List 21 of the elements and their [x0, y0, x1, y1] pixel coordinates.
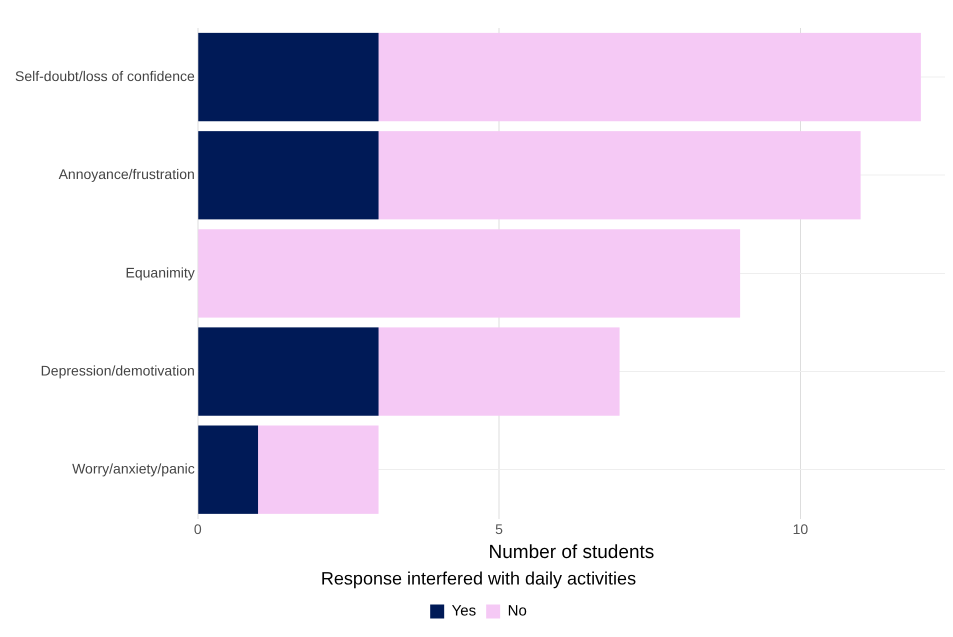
bar [378, 32, 921, 122]
y-tick-label: Self-doubt/loss of confidence [14, 68, 195, 84]
bar [378, 327, 620, 416]
bar [378, 131, 861, 220]
x-tick-label: 5 [495, 521, 504, 538]
bar [198, 426, 258, 514]
legend-title: Response interfered with daily activities [320, 568, 636, 588]
y-tick-label: Depression/demotivation [40, 362, 195, 378]
legend-label: Yes [452, 602, 476, 620]
y-tick-label: Equanimity [126, 264, 195, 280]
legend-label: No [508, 602, 527, 620]
x-tick-label: 0 [194, 521, 202, 538]
bar [198, 131, 379, 220]
y-tick-label: Worry/anxiety/panic [72, 460, 195, 477]
x-axis-title: Number of students [488, 542, 654, 564]
bar [198, 32, 379, 122]
bar [258, 426, 379, 514]
bar [198, 327, 379, 416]
y-tick-label: Annoyance/frustration [58, 166, 195, 182]
bar [198, 229, 740, 318]
x-tick-label: 10 [792, 521, 808, 538]
